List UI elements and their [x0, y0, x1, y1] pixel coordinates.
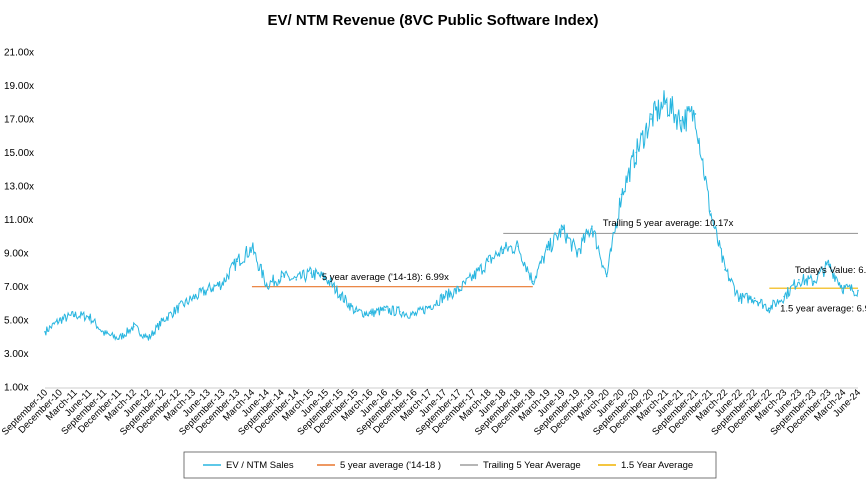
data-point	[339, 294, 342, 296]
main-series	[44, 90, 859, 341]
data-point	[857, 289, 859, 292]
data-point	[842, 287, 845, 289]
legend-one-point-five-year-average: 1.5 Year Average	[598, 460, 693, 471]
data-point	[517, 245, 519, 248]
legend-box	[183, 451, 717, 479]
data-point	[310, 272, 312, 274]
data-point	[73, 314, 76, 316]
data-point	[413, 314, 416, 316]
legend-label: 5 year average ('14-18 )	[340, 460, 441, 471]
data-point	[103, 332, 105, 335]
annotations: 5 year average ('14-18): 6.99x Trailing 5…	[322, 218, 866, 314]
data-point	[369, 312, 372, 315]
series-ev-ntm-sales-line	[44, 90, 859, 341]
data-point	[162, 319, 165, 321]
y-tick-label: 13.00x	[4, 182, 34, 193]
data-point	[694, 113, 697, 115]
data-point	[443, 295, 445, 298]
data-point	[591, 225, 593, 227]
data-point	[428, 305, 431, 308]
data-point	[236, 260, 238, 263]
y-tick-label: 21.00x	[4, 48, 34, 59]
data-point	[221, 282, 224, 284]
y-tick-label: 5.00x	[4, 316, 28, 327]
data-point	[665, 101, 667, 104]
data-point	[546, 248, 549, 251]
legend-ev-ntm-sales: EV / NTM Sales	[203, 460, 294, 471]
y-tick-label: 7.00x	[4, 282, 28, 293]
data-point	[576, 252, 578, 254]
data-point	[532, 280, 534, 283]
legend-five-year-average: 5 year average ('14-18 )	[317, 460, 441, 471]
data-point	[458, 289, 460, 291]
data-point	[724, 268, 726, 271]
data-point	[679, 119, 682, 122]
x-axis: September-10December-10March-11June-11Se…	[0, 387, 863, 437]
data-point	[709, 210, 711, 212]
data-point	[620, 193, 623, 196]
legend-label: EV / NTM Sales	[226, 460, 294, 471]
y-axis: 1.00x 3.00x 5.00x 7.00x 9.00x 11.00x 13.00x 15.…	[4, 48, 34, 394]
data-point	[265, 284, 268, 286]
data-point	[561, 228, 564, 231]
data-point	[177, 307, 179, 310]
legend-label: Trailing 5 Year Average	[483, 460, 581, 471]
data-point	[635, 151, 638, 154]
data-point	[472, 275, 475, 278]
y-tick-label: 9.00x	[4, 249, 28, 260]
data-point	[58, 319, 61, 321]
data-point	[44, 330, 46, 333]
data-point	[295, 279, 298, 281]
y-tick-label: 1.00x	[4, 383, 28, 394]
y-tick-label: 19.00x	[4, 81, 34, 92]
y-tick-label: 15.00x	[4, 148, 34, 159]
data-point	[768, 307, 771, 310]
legend: EV / NTM Sales 5 year average ('14-18 ) Tr…	[183, 451, 717, 479]
data-point	[502, 248, 505, 251]
legend-label: 1.5 Year Average	[621, 460, 693, 471]
chart-title: EV/ NTM Revenue (8VC Public Software Ind…	[268, 12, 599, 29]
data-point	[738, 297, 741, 300]
data-point	[118, 337, 120, 340]
data-point	[88, 315, 91, 318]
y-tick-label: 3.00x	[4, 349, 28, 360]
data-point	[280, 275, 283, 278]
data-point	[192, 297, 194, 300]
data-point	[398, 310, 401, 313]
legend-trailing-five-year-average: Trailing 5 Year Average	[460, 460, 581, 471]
y-tick-label: 17.00x	[4, 115, 34, 126]
data-point	[605, 275, 608, 278]
data-point	[783, 295, 785, 298]
data-point	[251, 247, 253, 249]
data-point	[132, 325, 135, 328]
data-point	[753, 297, 756, 300]
y-tick-label: 11.00x	[4, 215, 33, 226]
data-point	[487, 260, 490, 263]
data-point	[827, 263, 830, 266]
data-point	[206, 289, 209, 291]
annotation-label: 1.5 year average: 6.90x	[780, 304, 866, 315]
data-point	[798, 279, 800, 281]
data-point	[325, 277, 327, 279]
data-point	[384, 309, 386, 311]
data-point	[147, 337, 150, 340]
data-point	[650, 118, 652, 120]
annotation-label: Trailing 5 year average: 10.17x	[603, 218, 734, 229]
annotation-label: 5 year average ('14-18): 6.99x	[322, 272, 449, 283]
data-point	[354, 310, 357, 313]
data-point	[812, 280, 815, 283]
annotation-label: Today's Value: 6.76x	[795, 265, 866, 276]
